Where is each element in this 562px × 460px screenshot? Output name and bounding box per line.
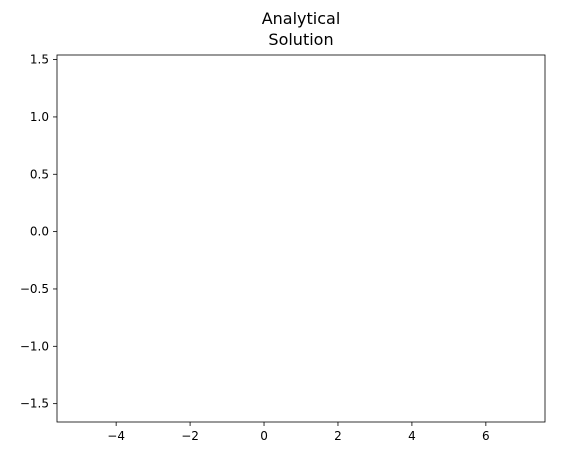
x-tick-label: 0 — [260, 429, 268, 443]
x-tick-label: 6 — [482, 429, 490, 443]
axis-layer: −4 −2 0 2 4 6 −1.5 −1.0 −0.5 0.0 0.5 1.0 1.5 — [20, 53, 546, 443]
y-tick-label: −1.0 — [20, 339, 49, 353]
y-tick-label: 0.0 — [30, 225, 49, 239]
x-tick-label: 2 — [334, 429, 342, 443]
x-tick-label: −4 — [107, 429, 125, 443]
y-tick-label: 0.5 — [30, 167, 49, 181]
chart-title: Analytical Solution — [262, 9, 341, 49]
y-tick-label: 1.5 — [30, 53, 49, 67]
x-tick-label: 4 — [408, 429, 416, 443]
y-tick-label: −1.5 — [20, 397, 49, 411]
y-tick-label: −0.5 — [20, 282, 49, 296]
chart-title-line-2: Solution — [268, 30, 333, 49]
plot-area-frame — [56, 54, 546, 423]
chart-title-line-1: Analytical — [262, 9, 341, 28]
y-tick-label: 1.0 — [30, 110, 49, 124]
x-tick-label: −2 — [181, 429, 199, 443]
